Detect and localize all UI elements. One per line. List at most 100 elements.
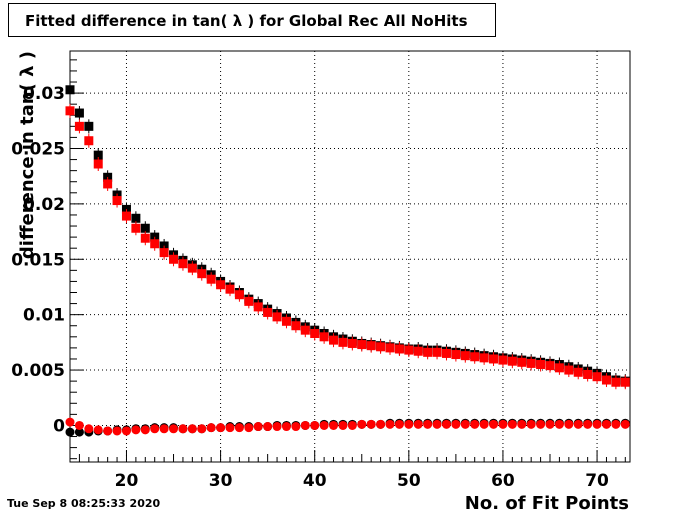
data-point bbox=[526, 419, 536, 429]
data-point bbox=[93, 425, 103, 435]
data-point bbox=[84, 136, 94, 146]
data-point bbox=[263, 307, 273, 317]
data-point bbox=[131, 213, 141, 223]
data-point bbox=[74, 121, 84, 131]
data-point bbox=[611, 419, 621, 429]
data-point bbox=[178, 424, 188, 434]
data-point bbox=[366, 419, 376, 429]
data-point bbox=[498, 355, 508, 365]
data-point bbox=[225, 284, 235, 294]
data-point bbox=[517, 419, 527, 429]
data-point bbox=[169, 424, 179, 434]
series-1 bbox=[65, 103, 630, 390]
data-point bbox=[489, 354, 499, 364]
data-point bbox=[300, 420, 310, 430]
data-point bbox=[423, 419, 433, 429]
data-point bbox=[187, 424, 197, 434]
data-point bbox=[319, 420, 329, 430]
x-tick-label: 40 bbox=[303, 471, 327, 491]
data-point bbox=[479, 353, 489, 363]
data-point bbox=[93, 150, 103, 160]
data-point bbox=[376, 419, 386, 429]
data-point bbox=[281, 422, 291, 432]
data-point bbox=[263, 422, 273, 432]
data-point bbox=[470, 419, 480, 429]
y-tick-label: 0.02 bbox=[23, 195, 65, 215]
data-point bbox=[131, 223, 141, 233]
y-tick-label: 0.015 bbox=[11, 250, 65, 270]
series-0 bbox=[65, 82, 630, 389]
data-point bbox=[234, 423, 244, 433]
data-point bbox=[554, 419, 564, 429]
data-point bbox=[281, 316, 291, 326]
data-point bbox=[451, 419, 461, 429]
data-point bbox=[329, 335, 339, 345]
data-point bbox=[65, 85, 75, 95]
y-axis-label: difference in tan( λ ) bbox=[17, 51, 38, 259]
data-point bbox=[498, 419, 508, 429]
y-tick-label: 0.025 bbox=[11, 139, 65, 159]
data-point bbox=[150, 424, 160, 434]
data-point bbox=[253, 302, 263, 312]
data-point bbox=[545, 361, 555, 371]
data-point bbox=[404, 419, 414, 429]
data-point bbox=[573, 419, 583, 429]
data-point bbox=[507, 356, 517, 366]
data-point bbox=[197, 269, 207, 279]
data-point bbox=[310, 420, 320, 430]
data-point bbox=[413, 419, 423, 429]
data-point bbox=[84, 424, 94, 434]
data-point bbox=[112, 426, 122, 436]
data-point bbox=[460, 419, 470, 429]
data-point bbox=[404, 345, 414, 355]
data-point bbox=[507, 419, 517, 429]
data-point bbox=[526, 358, 536, 368]
data-point bbox=[536, 360, 546, 370]
x-tick-label: 50 bbox=[397, 471, 421, 491]
y-tick-label: 0.01 bbox=[23, 306, 65, 326]
data-point bbox=[564, 419, 574, 429]
x-tick-label: 30 bbox=[209, 471, 233, 491]
data-point bbox=[253, 422, 263, 432]
data-point bbox=[338, 420, 348, 430]
data-point bbox=[573, 367, 583, 377]
data-point bbox=[74, 427, 84, 437]
data-point bbox=[291, 321, 301, 331]
data-point bbox=[347, 338, 357, 348]
data-point bbox=[592, 419, 602, 429]
data-point bbox=[206, 423, 216, 433]
series-3 bbox=[65, 417, 630, 436]
x-tick-label: 60 bbox=[491, 471, 515, 491]
data-point bbox=[413, 346, 423, 356]
data-point bbox=[140, 223, 150, 233]
data-point bbox=[470, 352, 480, 362]
axis-ticks bbox=[70, 59, 626, 462]
data-point bbox=[65, 106, 75, 116]
data-point bbox=[357, 340, 367, 350]
data-point bbox=[84, 121, 94, 131]
data-point bbox=[329, 420, 339, 430]
data-point bbox=[357, 419, 367, 429]
y-tick-label: 0.005 bbox=[11, 361, 65, 381]
data-point bbox=[103, 426, 113, 436]
x-tick-label: 70 bbox=[585, 471, 609, 491]
data-point bbox=[103, 179, 113, 189]
chart-title: Fitted difference in tan( λ ) for Global… bbox=[25, 12, 468, 30]
data-point bbox=[121, 211, 131, 221]
data-point bbox=[460, 351, 470, 361]
data-markers bbox=[65, 82, 630, 437]
data-point bbox=[272, 312, 282, 322]
tick-labels: 20 30 40 50 60 70 0 0.005 0.01 0.015 0.02 0.025 0.03 bbox=[11, 84, 609, 491]
data-point bbox=[244, 423, 254, 433]
data-point bbox=[441, 419, 451, 429]
data-point bbox=[112, 196, 122, 206]
data-point bbox=[601, 419, 611, 429]
data-point bbox=[300, 325, 310, 335]
data-point bbox=[140, 425, 150, 435]
x-tick-label: 20 bbox=[115, 471, 139, 491]
data-point bbox=[310, 328, 320, 338]
data-point bbox=[197, 424, 207, 434]
data-point bbox=[394, 344, 404, 354]
data-point bbox=[592, 372, 602, 382]
